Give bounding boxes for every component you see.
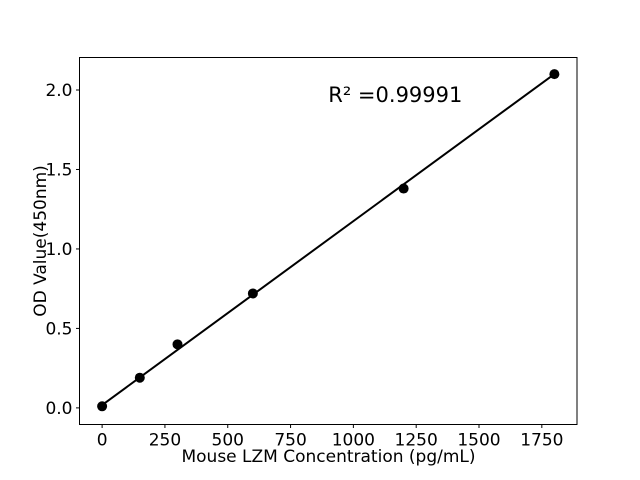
data-point: [134, 372, 145, 383]
x-tick-label: 1250: [395, 431, 438, 451]
y-tick-label: 0.0: [45, 399, 72, 419]
regression-line: [101, 73, 556, 407]
data-point: [97, 401, 108, 412]
x-tick-label: 1000: [332, 431, 375, 451]
x-tick-label: 500: [212, 431, 244, 451]
data-point: [172, 339, 183, 350]
data-point: [398, 183, 409, 194]
x-axis-label: Mouse LZM Concentration (pg/mL): [181, 447, 476, 467]
plot-border: [79, 57, 578, 425]
y-tick-label: 2.0: [45, 81, 72, 101]
y-tick-label: 1.0: [45, 240, 72, 260]
y-tick-label: 1.5: [45, 160, 72, 180]
data-point: [247, 288, 258, 299]
x-tick-label: 1750: [520, 431, 563, 451]
x-tick-label: 750: [274, 431, 306, 451]
x-tick-label: 250: [149, 431, 181, 451]
y-tick-label: 0.5: [45, 319, 72, 339]
y-axis-label: OD Value(450nm): [31, 165, 51, 317]
x-tick-label: 1500: [457, 431, 500, 451]
x-tick-label: 0: [97, 431, 108, 451]
r-squared-annotation: R² =0.99991: [328, 82, 463, 107]
data-point: [549, 69, 560, 80]
